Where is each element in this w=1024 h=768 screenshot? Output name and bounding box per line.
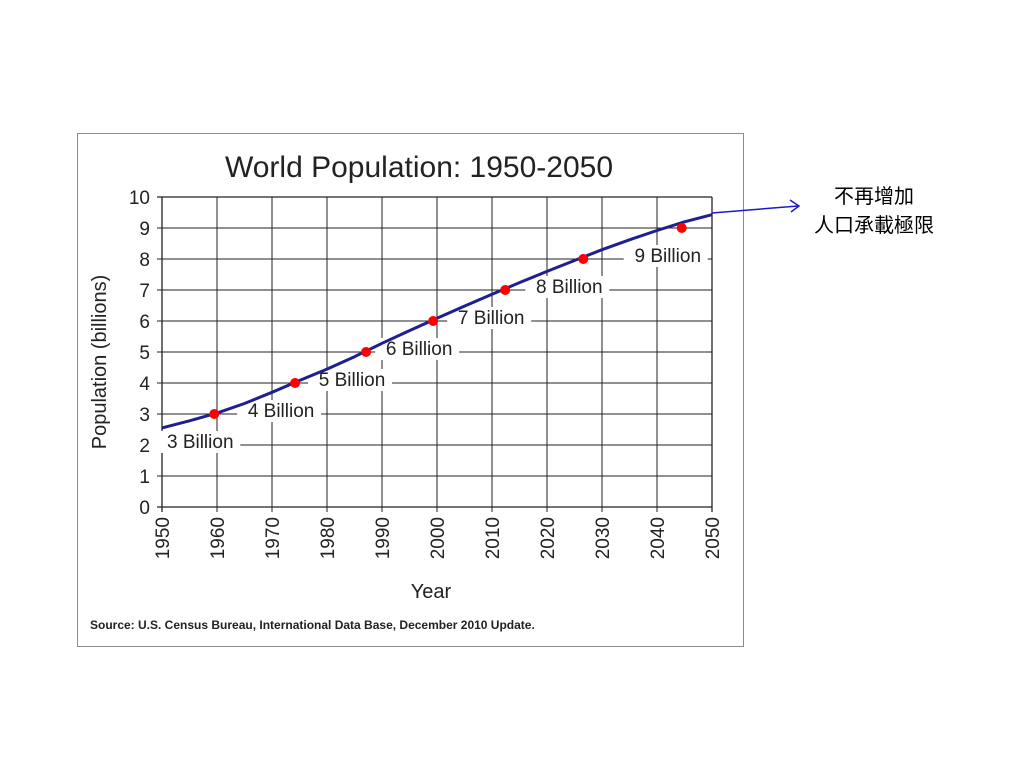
y-tick-label: 9 xyxy=(139,219,150,240)
axis-ticks: 0 1 2 3 4 5 6 7 8 9 10 1950 1960 1970 1980 1990 2000 2010… xyxy=(129,188,724,559)
x-tick-label: 1980 xyxy=(318,517,339,559)
y-tick-label: 8 xyxy=(139,250,150,271)
annotation-line-1: 不再增加 xyxy=(834,184,914,208)
milestone-label-text: 6 Billion xyxy=(386,339,453,360)
x-tick-label: 1960 xyxy=(208,517,229,559)
y-tick-label: 10 xyxy=(129,188,150,209)
population-chart: World Population: 1950-2050 0 1 2 3 4 5 6 7 8 9 10… xyxy=(89,151,724,632)
milestone-label: 6 Billion xyxy=(375,338,460,360)
y-tick-label: 4 xyxy=(139,374,150,395)
x-tick-label: 2040 xyxy=(648,517,669,559)
y-tick-label: 6 xyxy=(139,312,150,333)
y-tick-label: 3 xyxy=(139,405,150,426)
x-tick-label: 2010 xyxy=(483,517,504,559)
milestone-label-background xyxy=(237,400,322,422)
milestone-label-text: 9 Billion xyxy=(634,246,701,267)
milestone-label-background xyxy=(308,369,393,391)
milestone-label-background xyxy=(447,307,532,329)
milestone-label: 8 Billion xyxy=(525,276,610,298)
y-tick-label: 0 xyxy=(139,498,150,519)
milestone-label-background xyxy=(525,276,610,298)
milestone-label-background xyxy=(623,245,708,267)
annotation-line-2: 人口承載極限 xyxy=(814,213,934,237)
milestone-label-text: 7 Billion xyxy=(458,308,525,329)
y-axis-label: Population (billions) xyxy=(89,275,111,450)
x-axis-label: Year xyxy=(411,581,452,603)
milestone-point xyxy=(676,223,687,233)
milestone-label-background xyxy=(375,338,460,360)
milestone-label: 4 Billion xyxy=(237,400,322,422)
x-tick-label: 2050 xyxy=(703,517,724,559)
milestone-point xyxy=(428,316,439,326)
y-tick-label: 7 xyxy=(139,281,150,302)
x-tick-label: 2030 xyxy=(593,517,614,559)
milestone-points xyxy=(209,223,687,419)
milestone-point xyxy=(209,409,220,419)
milestone-label-background xyxy=(156,431,241,453)
chart-title: World Population: 1950-2050 xyxy=(225,151,613,184)
y-tick-label: 2 xyxy=(139,436,150,457)
x-tick-label: 1970 xyxy=(263,517,284,559)
annotation-note: 不再增加 人口承載極限 xyxy=(786,182,962,240)
milestone-label-text: 3 Billion xyxy=(167,432,234,453)
x-tick-label: 2020 xyxy=(538,517,559,559)
milestone-label: 3 Billion xyxy=(156,431,241,453)
milestone-label: 7 Billion xyxy=(447,307,532,329)
chart-frame: World Population: 1950-2050 0 1 2 3 4 5 6 7 8 9 10… xyxy=(77,133,744,647)
milestone-label: 9 Billion xyxy=(623,245,708,267)
milestone-label-text: 8 Billion xyxy=(536,277,603,298)
y-tick-label: 1 xyxy=(139,467,150,488)
milestone-point xyxy=(290,378,301,388)
milestone-label-text: 4 Billion xyxy=(248,401,315,422)
milestone-point xyxy=(500,285,511,295)
milestone-label: 5 Billion xyxy=(308,369,393,391)
source-note: Source: U.S. Census Bureau, Internationa… xyxy=(90,618,535,632)
milestone-point xyxy=(361,347,372,357)
x-tick-label: 1990 xyxy=(373,517,394,559)
milestone-label-text: 5 Billion xyxy=(319,370,386,391)
milestone-point xyxy=(578,254,589,264)
y-tick-label: 5 xyxy=(139,343,150,364)
x-tick-label: 2000 xyxy=(428,517,449,559)
x-tick-label: 1950 xyxy=(153,517,174,559)
